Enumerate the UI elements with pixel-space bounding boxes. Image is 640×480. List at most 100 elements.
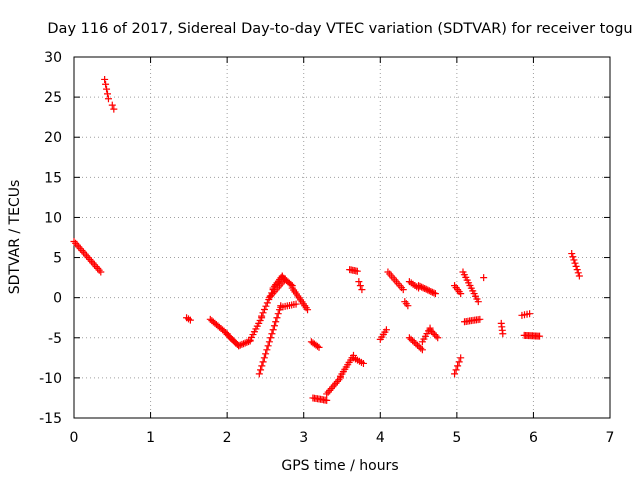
data-point xyxy=(103,85,111,93)
y-tick-label: 5 xyxy=(53,251,62,267)
data-point xyxy=(257,366,265,374)
axis-ticks xyxy=(73,56,611,419)
data-point xyxy=(72,239,80,247)
data-point xyxy=(323,390,331,398)
data-point xyxy=(235,342,243,350)
data-point xyxy=(499,330,507,338)
data-points xyxy=(70,75,583,404)
data-point xyxy=(329,383,337,391)
data-point xyxy=(536,332,544,340)
x-tick-label: 7 xyxy=(606,430,615,446)
data-point xyxy=(432,332,440,340)
data-point xyxy=(263,299,271,307)
data-point xyxy=(281,276,289,284)
x-tick-label: 2 xyxy=(223,430,232,446)
data-point xyxy=(476,315,484,323)
x-tick-label: 6 xyxy=(529,430,538,446)
data-point xyxy=(434,334,442,342)
x-tick-label: 0 xyxy=(70,430,79,446)
data-point xyxy=(108,101,116,109)
data-point xyxy=(97,268,105,276)
data-point xyxy=(81,250,89,258)
data-point xyxy=(287,280,295,288)
data-point xyxy=(244,338,252,346)
data-point xyxy=(83,252,91,260)
x-tick-label: 3 xyxy=(299,430,308,446)
data-point xyxy=(425,287,433,295)
x-axis-label: GPS time / hours xyxy=(281,458,398,474)
data-point xyxy=(324,388,332,396)
data-point xyxy=(419,284,427,292)
data-point xyxy=(424,286,432,294)
data-point xyxy=(95,266,103,274)
data-point xyxy=(455,358,463,366)
data-point xyxy=(575,272,583,280)
data-point xyxy=(304,306,312,314)
data-point xyxy=(102,80,110,88)
data-point xyxy=(427,287,435,295)
data-point xyxy=(79,248,87,256)
data-point xyxy=(258,312,266,320)
grid-lines xyxy=(74,57,610,418)
data-point xyxy=(409,337,417,345)
data-point xyxy=(240,340,248,348)
data-point xyxy=(359,359,367,367)
y-tick-label: 25 xyxy=(44,90,62,106)
x-tick-labels: 0 1 2 3 4 5 6 7 xyxy=(70,430,615,446)
data-point xyxy=(104,90,111,98)
data-point xyxy=(75,243,83,251)
data-point xyxy=(272,318,280,326)
chart-title: Day 116 of 2017, Sidereal Day-to-day VTE… xyxy=(47,21,632,37)
y-tick-labels: -15 -10 -5 0 5 10 15 20 25 30 xyxy=(39,50,62,427)
data-point xyxy=(431,290,439,298)
data-point xyxy=(454,362,462,370)
data-point xyxy=(262,302,270,310)
data-point xyxy=(255,370,263,378)
data-point xyxy=(452,366,460,374)
data-point xyxy=(87,257,95,265)
data-point xyxy=(273,314,281,322)
data-point xyxy=(265,338,273,346)
y-tick-label: 20 xyxy=(44,130,62,146)
data-point xyxy=(571,259,579,267)
data-point xyxy=(326,386,334,394)
data-point xyxy=(572,262,580,270)
data-point xyxy=(568,250,576,258)
data-point xyxy=(422,285,430,293)
data-point xyxy=(480,274,488,282)
data-point xyxy=(426,326,434,334)
data-point xyxy=(238,340,246,348)
y-tick-label: 15 xyxy=(44,170,62,186)
data-point xyxy=(574,269,582,277)
data-point xyxy=(323,396,331,404)
data-point xyxy=(474,298,482,306)
data-point xyxy=(382,326,390,334)
data-point xyxy=(356,282,364,290)
data-point xyxy=(76,245,84,253)
data-point xyxy=(292,300,300,308)
data-point xyxy=(428,327,436,335)
data-point xyxy=(259,309,267,317)
data-point xyxy=(313,342,321,350)
data-point xyxy=(416,282,424,290)
data-point xyxy=(418,346,426,354)
x-tick-label: 4 xyxy=(376,430,385,446)
data-point xyxy=(110,105,118,113)
data-point xyxy=(405,334,413,342)
data-point xyxy=(78,246,86,254)
data-point xyxy=(353,267,361,275)
data-point xyxy=(415,282,423,290)
data-point xyxy=(258,362,266,370)
data-point xyxy=(358,286,366,294)
data-point xyxy=(428,288,436,296)
data-point xyxy=(186,316,194,324)
data-point xyxy=(90,261,98,269)
y-tick-label: -10 xyxy=(39,371,62,387)
data-point xyxy=(333,377,341,385)
data-point xyxy=(457,354,465,362)
data-point xyxy=(268,330,276,338)
data-point xyxy=(417,344,425,352)
data-point xyxy=(260,305,268,313)
data-point xyxy=(89,259,97,267)
